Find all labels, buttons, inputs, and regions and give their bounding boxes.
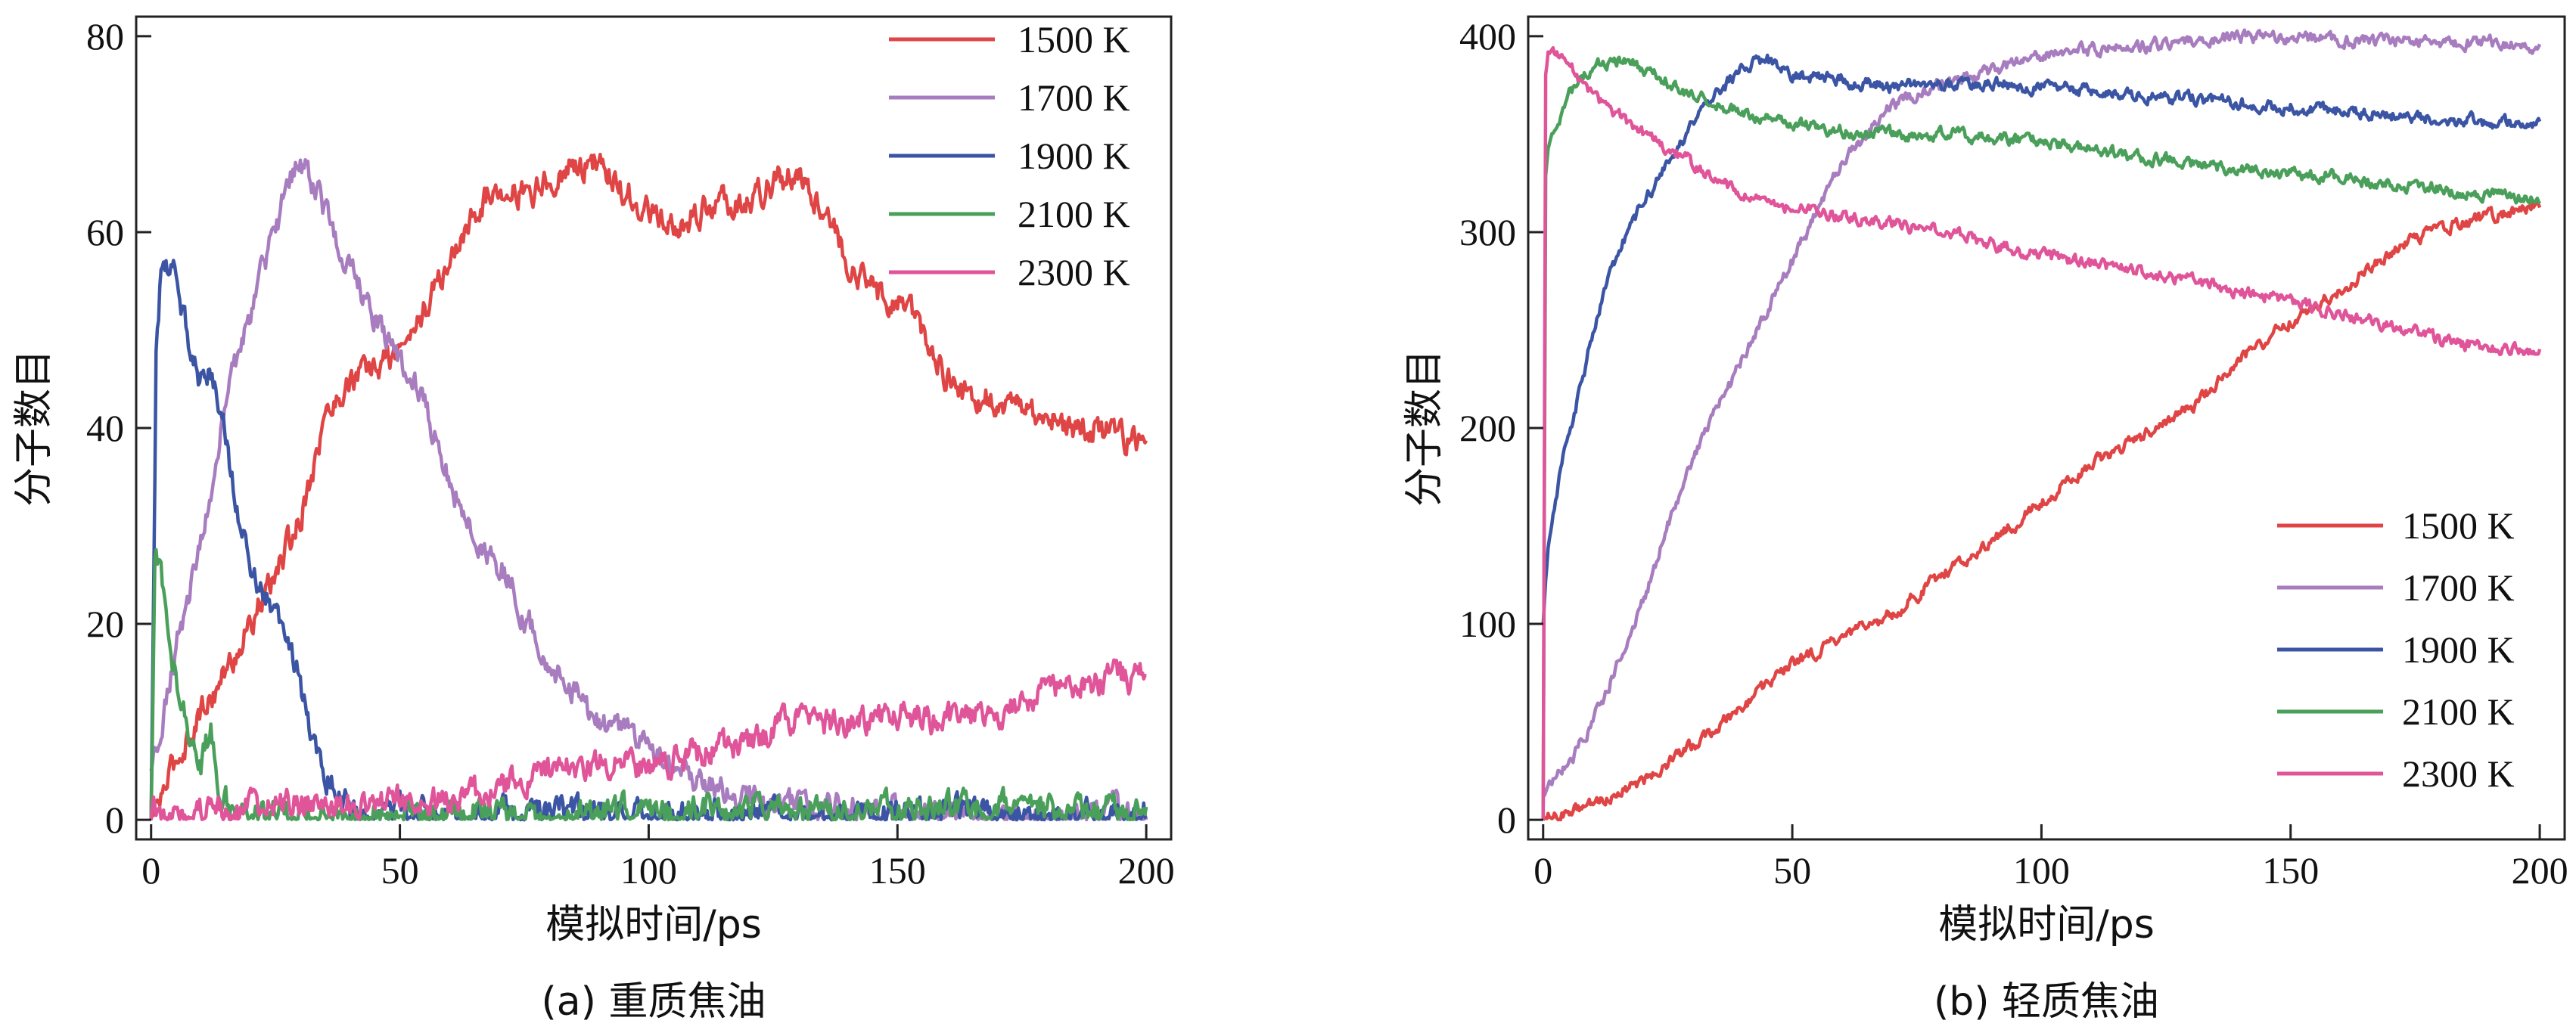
- y-tick-label: 400: [1459, 15, 1516, 57]
- series-group: [1541, 28, 2542, 822]
- legend-label: 2300 K: [2402, 752, 2515, 795]
- legend-label: 1700 K: [2402, 566, 2515, 609]
- panel-b: 0 50 100 150 200 0 100 200 300 400 模拟时间/ps 分子数目 (b) …: [1402, 15, 2568, 1025]
- x-tick-label: 100: [2013, 849, 2070, 892]
- x-tick-label: 100: [620, 849, 677, 892]
- legend: 1500 K 1700 K 1900 K 2100 K 2300 K: [2277, 504, 2515, 795]
- x-tick-label: 50: [381, 849, 419, 892]
- y-tick-label: 100: [1459, 603, 1516, 645]
- y-axis-title: 分子数目: [1402, 349, 1447, 507]
- legend: 1500 K 1700 K 1900 K 2100 K 2300 K: [889, 18, 1130, 293]
- panel-caption: (a) 重质焦油: [542, 979, 766, 1025]
- y-tick-label: 0: [105, 799, 124, 841]
- plot-frame: [135, 15, 1173, 841]
- series-group: [149, 152, 1148, 822]
- legend-label: 1900 K: [2402, 628, 2515, 671]
- series-line-2100k: [149, 547, 1148, 822]
- x-tick-label: 200: [2512, 849, 2568, 892]
- x-tick-label: 50: [1773, 849, 1811, 892]
- y-tick-label: 200: [1459, 407, 1516, 449]
- series-line-1500k: [149, 152, 1148, 820]
- y-tick-label: 300: [1459, 211, 1516, 253]
- y-tick-label: 40: [86, 407, 124, 449]
- x-tick-label: 200: [1118, 849, 1175, 892]
- series-line-2300k: [149, 658, 1147, 822]
- legend-label: 1500 K: [1018, 18, 1130, 60]
- legend-label: 1500 K: [2402, 504, 2515, 547]
- series-line-1900k: [149, 259, 1148, 822]
- y-tick-label: 80: [86, 15, 124, 57]
- series-line-1700k: [1541, 28, 2542, 798]
- legend-label: 2100 K: [1018, 193, 1130, 235]
- legend-label: 2300 K: [1018, 251, 1130, 293]
- legend-label: 2100 K: [2402, 690, 2515, 733]
- y-tick-label: 60: [86, 211, 124, 253]
- series-line-1500k: [1542, 200, 2542, 822]
- series-line-2100k: [1541, 55, 2541, 820]
- legend-label: 1900 K: [1018, 135, 1130, 177]
- series-line-2300k: [1541, 45, 2542, 820]
- x-tick-label: 0: [141, 849, 160, 892]
- x-tick-label: 150: [869, 849, 926, 892]
- legend-label: 1700 K: [1018, 76, 1130, 119]
- panel-caption: (b) 轻质焦油: [1934, 979, 2159, 1025]
- y-axis-title: 分子数目: [11, 349, 57, 507]
- y-tick-label: 0: [1497, 799, 1516, 841]
- x-tick-label: 0: [1533, 849, 1552, 892]
- x-tick-label: 150: [2262, 849, 2319, 892]
- x-axis-title: 模拟时间/ps: [1938, 902, 2155, 948]
- x-axis-title: 模拟时间/ps: [545, 902, 762, 948]
- panel-a: 0 50 100 150 200 0 20 40 60 80 模拟时间/ps 分子数目 (a) 重质焦油…: [11, 15, 1175, 1025]
- y-tick-label: 20: [86, 603, 124, 645]
